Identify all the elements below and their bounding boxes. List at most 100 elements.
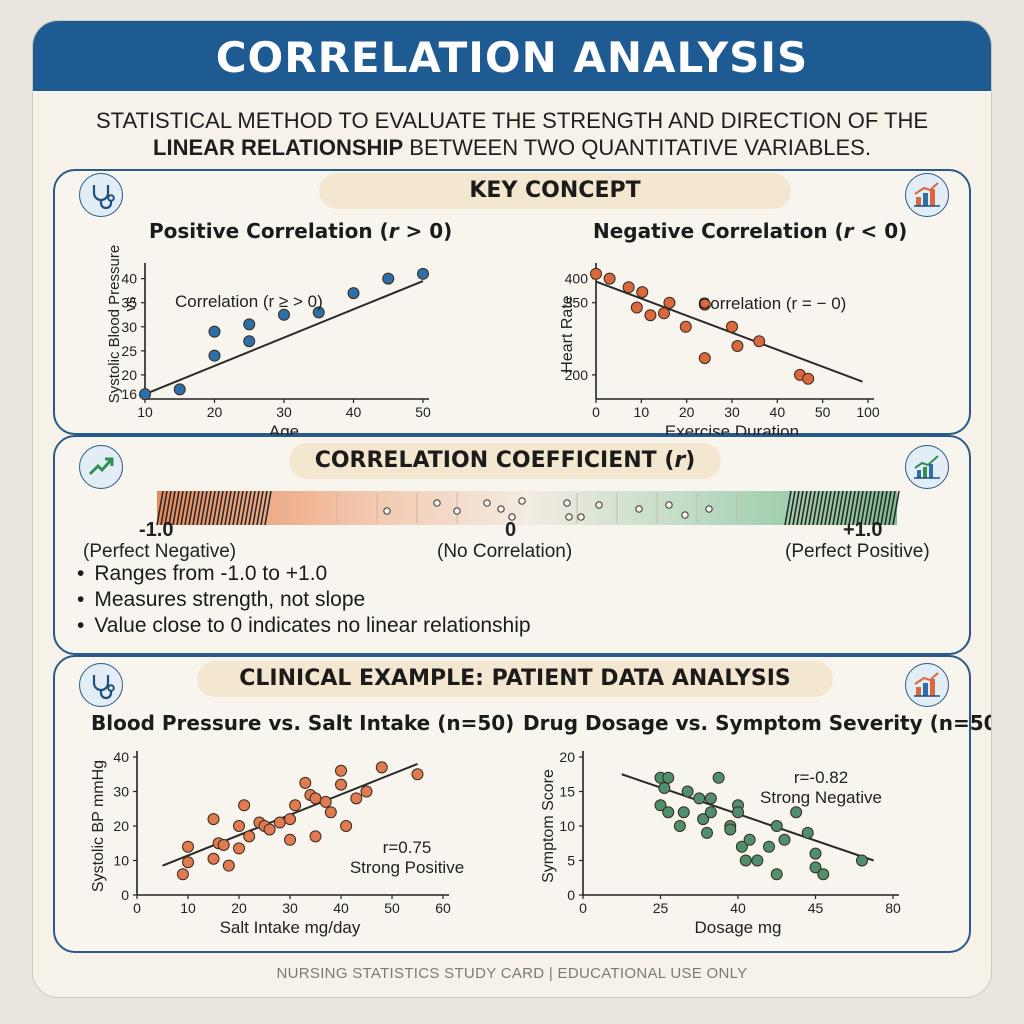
- data-point: [278, 308, 290, 321]
- data-point: [182, 840, 194, 853]
- y-tick-label: 20: [559, 749, 575, 765]
- negative-title-a: Negative Correlation (: [593, 219, 844, 243]
- data-point: [411, 768, 424, 781]
- data-point: [701, 826, 713, 839]
- x-tick-label: 10: [180, 900, 196, 916]
- data-point: [289, 799, 302, 812]
- positive-chart-title: Positive Correlation (r > 0): [149, 219, 452, 243]
- y-tick-label: 200: [565, 367, 589, 383]
- y-tick-label: 40: [121, 271, 137, 287]
- chart-annotation: Correlation (r ≥ > 0): [175, 292, 323, 311]
- data-point: [243, 830, 256, 843]
- chart-annotation-line2: Strong Positive: [350, 858, 464, 877]
- x-tick-label: 10: [137, 404, 153, 420]
- data-point: [233, 842, 245, 855]
- data-point: [273, 816, 286, 829]
- data-point: [603, 272, 616, 285]
- data-point: [658, 782, 671, 795]
- x-tick-label: 25: [653, 900, 669, 916]
- scale-dot: [565, 513, 573, 521]
- data-point: [743, 833, 756, 846]
- x-tick-label: 20: [207, 404, 223, 420]
- data-point: [312, 306, 325, 319]
- line-chart-icon: [905, 445, 949, 489]
- chart-annotation-line2: Strong Negative: [760, 788, 882, 807]
- scale-dot: [635, 505, 643, 513]
- y-tick-label: 5: [567, 853, 575, 869]
- data-point: [309, 830, 322, 843]
- data-point: [284, 833, 296, 846]
- header-bar: CORRELATION ANALYSIS: [33, 21, 991, 91]
- x-tick-label: 40: [346, 404, 362, 420]
- scale-dot: [497, 505, 505, 513]
- x-tick-label: 0: [133, 900, 141, 916]
- y-tick-label: 10: [559, 818, 575, 834]
- y-tick-label: 10: [113, 853, 129, 869]
- scale-dot: [705, 505, 713, 513]
- x-tick-label: 30: [724, 404, 740, 420]
- scale-bar: [157, 491, 897, 525]
- stethoscope-icon: [79, 663, 123, 707]
- chart-annotation: r=-0.82: [794, 768, 848, 787]
- data-point: [801, 826, 814, 839]
- subtitle-line1: STATISTICAL METHOD TO EVALUATE THE STREN…: [95, 108, 929, 133]
- x-tick-label: 10: [634, 404, 650, 420]
- negative-title-b: < 0): [853, 219, 908, 243]
- bar-chart-trend-icon: [905, 663, 949, 707]
- bar-chart-trend-icon: [905, 173, 949, 217]
- data-point: [347, 287, 360, 300]
- positive-title-r: r: [388, 219, 399, 243]
- stethoscope-icon: [79, 173, 123, 217]
- chart-annotation: Correlation (r = − 0): [698, 294, 846, 313]
- data-point: [662, 771, 675, 784]
- key-concept-heading: KEY CONCEPT: [319, 173, 791, 209]
- x-tick-label: 50: [815, 404, 831, 420]
- data-point: [644, 309, 657, 322]
- y-tick-label: 30: [113, 784, 129, 800]
- data-point: [712, 771, 725, 784]
- x-tick-label: 40: [333, 900, 349, 916]
- data-point: [360, 785, 373, 798]
- study-card: CORRELATION ANALYSIS STATISTICAL METHOD …: [32, 20, 992, 998]
- data-point: [382, 272, 395, 285]
- data-point: [790, 806, 803, 819]
- data-point: [693, 792, 706, 805]
- scale-dot: [518, 497, 526, 505]
- key-concept-panel: [53, 169, 971, 435]
- data-point: [732, 806, 744, 819]
- data-point: [636, 286, 649, 299]
- y-tick-label: 0: [567, 887, 575, 903]
- data-point: [817, 868, 830, 881]
- bp-chart-title: Blood Pressure vs. Salt Intake (n=50): [91, 711, 515, 735]
- data-point: [679, 320, 692, 333]
- data-point: [731, 340, 744, 353]
- y-axis-label: Systolic Blood Pressure: [106, 245, 123, 403]
- clinical-panel: [53, 655, 971, 953]
- data-point: [350, 792, 363, 805]
- data-point: [726, 320, 738, 333]
- y-axis-label-line2: vs: [122, 297, 139, 312]
- x-tick-label: 30: [282, 900, 298, 916]
- x-tick-label: 0: [592, 404, 600, 420]
- scale-right-value: +1.0: [843, 519, 883, 541]
- data-point: [770, 868, 783, 881]
- subtitle-line2: BETWEEN TWO QUANTITATIVE VARIABLES.: [403, 135, 871, 160]
- coefficient-heading-r: r: [674, 448, 686, 473]
- scale-dot: [433, 499, 441, 507]
- data-point: [654, 799, 667, 812]
- y-tick-label: 400: [565, 271, 589, 287]
- data-point: [233, 820, 245, 832]
- y-tick-label: 16: [121, 386, 137, 402]
- scale-hatch-left: [156, 490, 272, 526]
- x-tick-label: 50: [415, 404, 431, 420]
- clinical-heading: CLINICAL EXAMPLE: PATIENT DATA ANALYSIS: [197, 661, 833, 697]
- scale-mid-label: (No Correlation): [437, 541, 573, 562]
- scale-hatch-right: [784, 490, 900, 526]
- data-point: [809, 847, 822, 860]
- data-point: [751, 854, 764, 867]
- drug-chart-title: Drug Dosage vs. Symptom Severity (n=50): [523, 711, 992, 735]
- scale-dot: [681, 511, 689, 519]
- data-point: [238, 799, 251, 812]
